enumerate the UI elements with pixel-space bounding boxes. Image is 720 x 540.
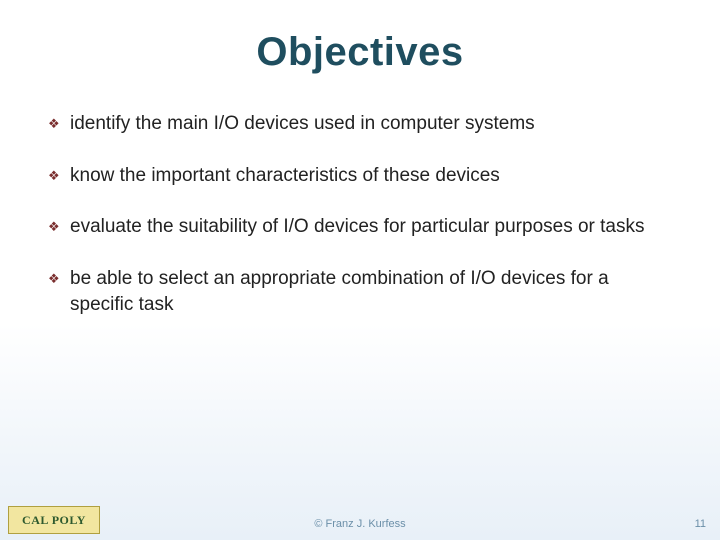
bullet-icon: ❖ [48,214,70,236]
slide-title: Objectives [48,30,672,75]
copyright-text: © Franz J. Kurfess [0,518,720,530]
list-item: ❖ know the important characteristics of … [48,163,672,189]
slide: Objectives ❖ identify the main I/O devic… [0,0,720,540]
objectives-list: ❖ identify the main I/O devices used in … [48,111,672,317]
list-item-text: know the important characteristics of th… [70,163,672,189]
bullet-icon: ❖ [48,266,70,288]
list-item-text: be able to select an appropriate combina… [70,266,672,317]
page-number: 11 [695,518,706,530]
list-item: ❖ evaluate the suitability of I/O device… [48,214,672,240]
bullet-icon: ❖ [48,163,70,185]
list-item: ❖ identify the main I/O devices used in … [48,111,672,137]
list-item: ❖ be able to select an appropriate combi… [48,266,672,317]
list-item-text: evaluate the suitability of I/O devices … [70,214,672,240]
list-item-text: identify the main I/O devices used in co… [70,111,672,137]
slide-footer: CAL POLY © Franz J. Kurfess 11 [0,500,720,540]
bullet-icon: ❖ [48,111,70,133]
